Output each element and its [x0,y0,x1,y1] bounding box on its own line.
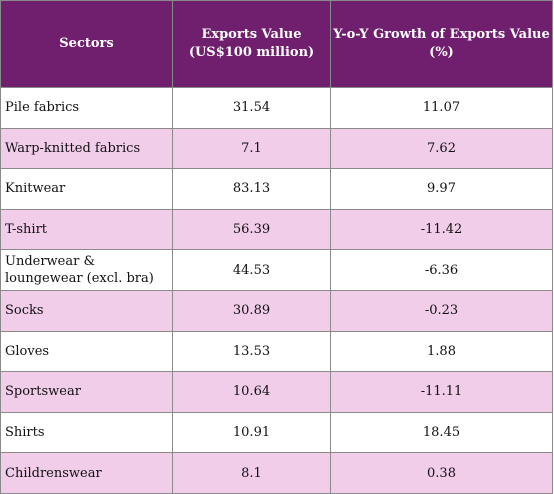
exports-value-cell: 7.1 [172,127,331,170]
table-row: Shirts 10.91 18.45 [0,411,553,454]
header-yoy-growth-line1: Y-o-Y Growth of Exports Value [333,27,550,42]
exports-value-cell: 13.53 [172,330,331,373]
sector-cell: Knitwear [0,168,173,210]
sector-cell: Sportswear [0,371,173,413]
exports-value-cell: 31.54 [172,87,331,129]
sector-cell: Underwear & loungewear (excl. bra) [0,249,173,291]
table-row: T-shirt 56.39 -11.42 [0,208,553,251]
exports-value-cell: 83.13 [172,168,331,210]
header-sectors-label: Sectors [59,36,114,51]
growth-cell: -6.36 [330,249,553,291]
table-row: Gloves 13.53 1.88 [0,330,553,373]
growth-cell: -0.23 [330,289,553,332]
header-sectors: Sectors [0,0,173,88]
sector-cell: Shirts [0,411,173,454]
growth-cell: -11.42 [330,208,553,251]
growth-cell: 18.45 [330,411,553,454]
table-row: Childrenswear 8.1 0.38 [0,452,553,494]
sector-cell: T-shirt [0,208,173,251]
exports-value-cell: 10.91 [172,411,331,454]
growth-cell: 0.38 [330,452,553,494]
exports-value-cell: 8.1 [172,452,331,494]
sector-cell: Childrenswear [0,452,173,494]
table-row: Warp-knitted fabrics 7.1 7.62 [0,127,553,170]
growth-cell: 11.07 [330,87,553,129]
growth-cell: 9.97 [330,168,553,210]
header-exports-value-line1: Exports Value [201,27,302,42]
header-exports-value-line2: (US$100 million) [188,45,315,60]
exports-value-cell: 44.53 [172,249,331,291]
table-row: Knitwear 83.13 9.97 [0,168,553,210]
table-row: Sportswear 10.64 -11.11 [0,371,553,413]
table-row: Underwear & loungewear (excl. bra) 44.53… [0,249,553,291]
exports-value-cell: 56.39 [172,208,331,251]
sector-cell: Socks [0,289,173,332]
exports-value-cell: 10.64 [172,371,331,413]
header-exports-value: Exports Value (US$100 million) [172,0,331,88]
growth-cell: 1.88 [330,330,553,373]
exports-value-cell: 30.89 [172,289,331,332]
header-row: Sectors Exports Value (US$100 million) Y… [0,0,553,88]
table-row: Pile fabrics 31.54 11.07 [0,87,553,129]
growth-cell: -11.11 [330,371,553,413]
sector-cell: Pile fabrics [0,87,173,129]
growth-cell: 7.62 [330,127,553,170]
sector-cell: Gloves [0,330,173,373]
header-yoy-growth-line2: (%) [429,45,454,60]
header-yoy-growth: Y-o-Y Growth of Exports Value (%) [330,0,553,88]
sector-cell: Warp-knitted fabrics [0,127,173,170]
table-row: Socks 30.89 -0.23 [0,289,553,332]
